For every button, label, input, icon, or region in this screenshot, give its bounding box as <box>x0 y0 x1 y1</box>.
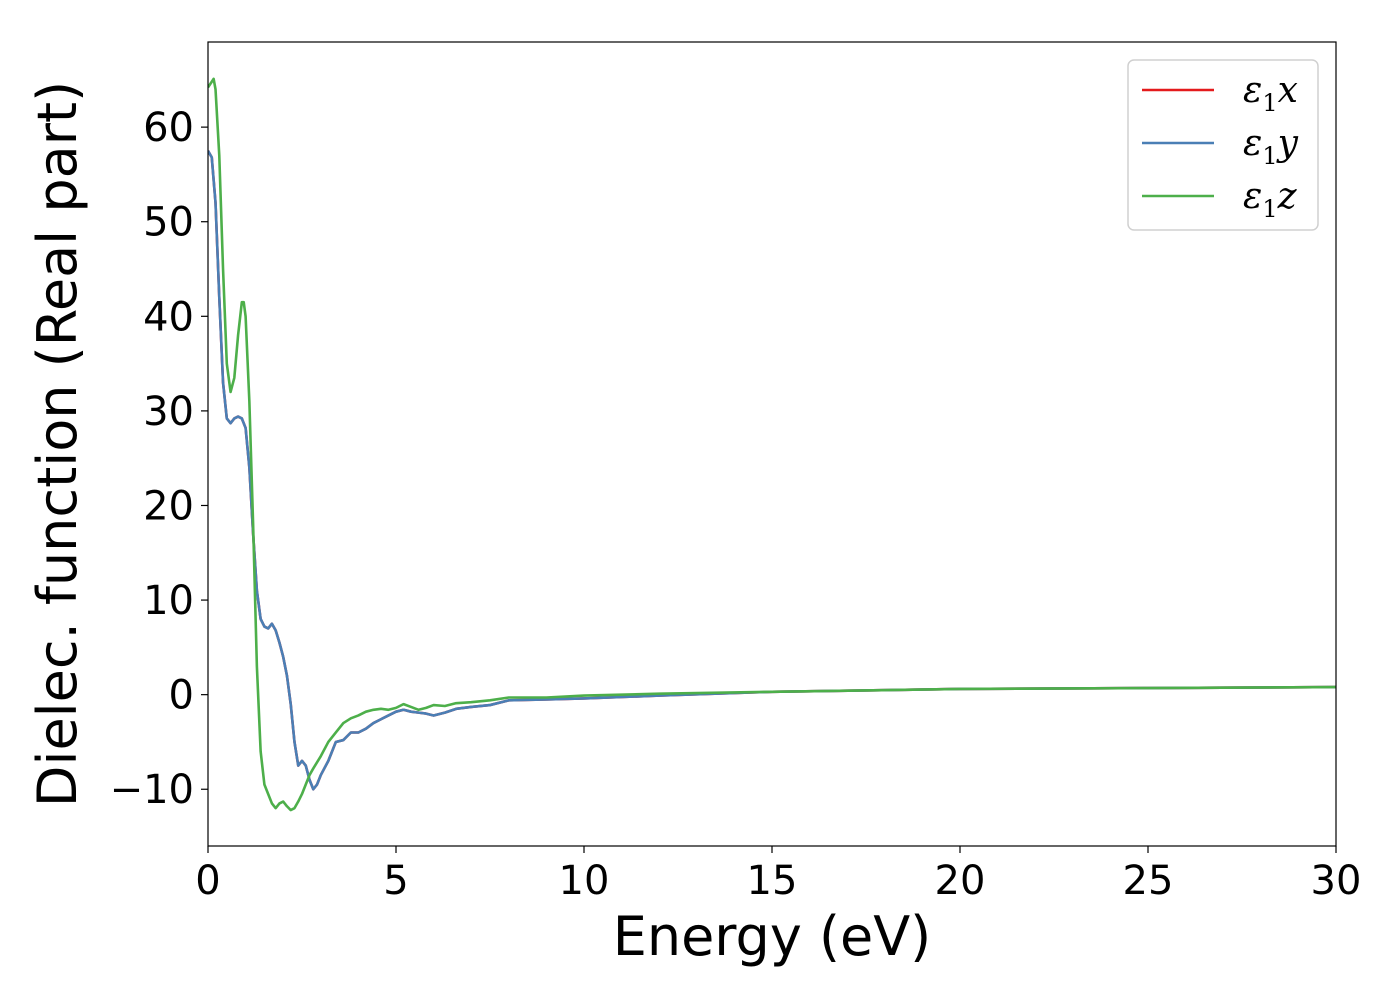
x-tick-label: 30 <box>1311 858 1362 904</box>
y-tick-label: −10 <box>110 767 194 813</box>
x-axis-label: Energy (eV) <box>613 905 932 968</box>
x-tick-label: 0 <box>195 858 220 904</box>
x-tick-label: 10 <box>559 858 610 904</box>
x-tick-label: 20 <box>935 858 986 904</box>
y-tick-label: 0 <box>169 673 194 719</box>
y-axis-ticks: −10 0 10 20 30 40 50 60 <box>110 105 208 813</box>
legend-entries: ε1x ε1y ε1z <box>1142 70 1299 223</box>
y-tick-label: 50 <box>143 200 194 246</box>
legend-label-y: ε1y <box>1243 123 1299 170</box>
x-axis-ticks: 0 5 10 15 20 25 30 <box>195 846 1361 904</box>
series-line-z <box>208 77 1336 812</box>
y-axis-label: Dielec. function (Real part) <box>26 81 89 807</box>
y-tick-label: 40 <box>143 294 194 340</box>
y-tick-label: 60 <box>143 105 194 151</box>
y-tick-label: 20 <box>143 483 194 529</box>
y-tick-label: 10 <box>143 578 194 624</box>
series-line-y <box>208 150 1336 791</box>
x-tick-label: 15 <box>747 858 798 904</box>
y-tick-label: 30 <box>143 389 194 435</box>
plot-lines <box>208 77 1336 812</box>
legend-box <box>1127 59 1319 231</box>
legend-label-z: ε1z <box>1243 176 1298 223</box>
legend-label-x: ε1x <box>1243 70 1298 117</box>
x-tick-label: 25 <box>1123 858 1174 904</box>
legend: ε1x ε1y ε1z <box>1127 59 1319 231</box>
x-tick-label: 5 <box>383 858 408 904</box>
